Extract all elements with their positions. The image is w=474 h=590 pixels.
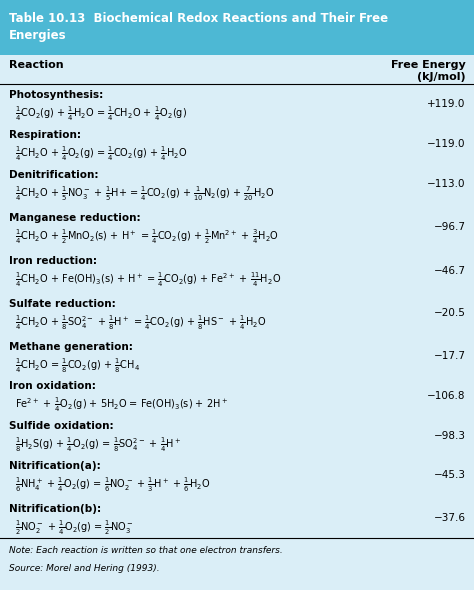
Text: Fe$^{2+}$ + $\frac{1}{4}$O$_2$(g) + 5H$_2$O = Fe(OH)$_3$(s) + 2H$^+$: Fe$^{2+}$ + $\frac{1}{4}$O$_2$(g) + 5H$_… bbox=[15, 396, 228, 414]
Text: Iron reduction:: Iron reduction: bbox=[9, 256, 97, 266]
Text: Nitrification(a):: Nitrification(a): bbox=[9, 461, 100, 471]
Text: Sulfide oxidation:: Sulfide oxidation: bbox=[9, 421, 113, 431]
Text: Sulfate reduction:: Sulfate reduction: bbox=[9, 299, 115, 309]
Text: −37.6: −37.6 bbox=[433, 513, 465, 523]
Text: $\frac{1}{4}$CH$_2$O + $\frac{1}{2}$MnO$_2$(s) + H$^+$ = $\frac{1}{4}$CO$_2$(g) : $\frac{1}{4}$CH$_2$O + $\frac{1}{2}$MnO$… bbox=[15, 228, 279, 246]
FancyBboxPatch shape bbox=[0, 0, 474, 55]
Text: Manganese reduction:: Manganese reduction: bbox=[9, 213, 140, 223]
Text: −17.7: −17.7 bbox=[433, 351, 465, 361]
Text: −46.7: −46.7 bbox=[433, 266, 465, 276]
Text: Methane generation:: Methane generation: bbox=[9, 342, 132, 352]
Text: $\frac{1}{2}$NO$_2^-$ + $\frac{1}{4}$O$_2$(g) = $\frac{1}{2}$NO$_3^-$: $\frac{1}{2}$NO$_2^-$ + $\frac{1}{4}$O$_… bbox=[15, 519, 134, 537]
Text: −98.3: −98.3 bbox=[433, 431, 465, 441]
Text: $\frac{1}{6}$NH$_4^+$ + $\frac{1}{4}$O$_2$(g) = $\frac{1}{6}$NO$_2^-$ + $\frac{1: $\frac{1}{6}$NH$_4^+$ + $\frac{1}{4}$O$_… bbox=[15, 476, 211, 494]
Text: Photosynthesis:: Photosynthesis: bbox=[9, 90, 103, 100]
Text: Source: Morel and Hering (1993).: Source: Morel and Hering (1993). bbox=[9, 564, 159, 573]
Text: $\frac{1}{8}$H$_2$S(g) + $\frac{1}{4}$O$_2$(g) = $\frac{1}{8}$SO$_4^{2-}$ + $\fr: $\frac{1}{8}$H$_2$S(g) + $\frac{1}{4}$O$… bbox=[15, 436, 182, 454]
Text: $\frac{1}{4}$CH$_2$O + $\frac{1}{8}$SO$_4^{2-}$ + $\frac{1}{8}$H$^+$ = $\frac{1}: $\frac{1}{4}$CH$_2$O + $\frac{1}{8}$SO$_… bbox=[15, 313, 266, 332]
Text: −96.7: −96.7 bbox=[433, 222, 465, 232]
Text: Note: Each reaction is written so that one electron transfers.: Note: Each reaction is written so that o… bbox=[9, 546, 283, 555]
Text: Iron oxidation:: Iron oxidation: bbox=[9, 381, 95, 391]
Text: $\frac{1}{4}$CH$_2$O + Fe(OH)$_3$(s) + H$^+$ = $\frac{1}{4}$CO$_2$(g) + Fe$^{2+}: $\frac{1}{4}$CH$_2$O + Fe(OH)$_3$(s) + H… bbox=[15, 271, 281, 289]
Text: Reaction: Reaction bbox=[9, 60, 63, 70]
Text: −106.8: −106.8 bbox=[427, 391, 465, 401]
Text: Respiration:: Respiration: bbox=[9, 130, 81, 140]
Text: Denitrification:: Denitrification: bbox=[9, 170, 98, 180]
Text: $\frac{1}{4}$CH$_2$O + $\frac{1}{4}$O$_2$(g) = $\frac{1}{4}$CO$_2$(g) + $\frac{1: $\frac{1}{4}$CH$_2$O + $\frac{1}{4}$O$_2… bbox=[15, 145, 188, 163]
Text: −45.3: −45.3 bbox=[433, 470, 465, 480]
Text: −113.0: −113.0 bbox=[427, 179, 465, 189]
Text: $\frac{1}{4}$CO$_2$(g) + $\frac{1}{4}$H$_2$O = $\frac{1}{4}$CH$_2$O + $\frac{1}{: $\frac{1}{4}$CO$_2$(g) + $\frac{1}{4}$H$… bbox=[15, 104, 187, 123]
Text: −119.0: −119.0 bbox=[427, 139, 465, 149]
Text: +119.0: +119.0 bbox=[427, 99, 465, 109]
Text: −20.5: −20.5 bbox=[434, 308, 465, 318]
Text: Table 10.13  Biochemical Redox Reactions and Their Free
Energies: Table 10.13 Biochemical Redox Reactions … bbox=[9, 12, 388, 42]
Text: $\frac{1}{4}$CH$_2$O + $\frac{1}{5}$NO$_3^-$ + $\frac{1}{5}$H+ = $\frac{1}{4}$CO: $\frac{1}{4}$CH$_2$O + $\frac{1}{5}$NO$_… bbox=[15, 185, 275, 203]
Text: Free Energy
(kJ/mol): Free Energy (kJ/mol) bbox=[391, 60, 465, 82]
Text: $\frac{1}{4}$CH$_2$O = $\frac{1}{8}$CO$_2$(g) + $\frac{1}{8}$CH$_4$: $\frac{1}{4}$CH$_2$O = $\frac{1}{8}$CO$_… bbox=[15, 356, 140, 375]
Text: Nitrification(b):: Nitrification(b): bbox=[9, 504, 100, 514]
